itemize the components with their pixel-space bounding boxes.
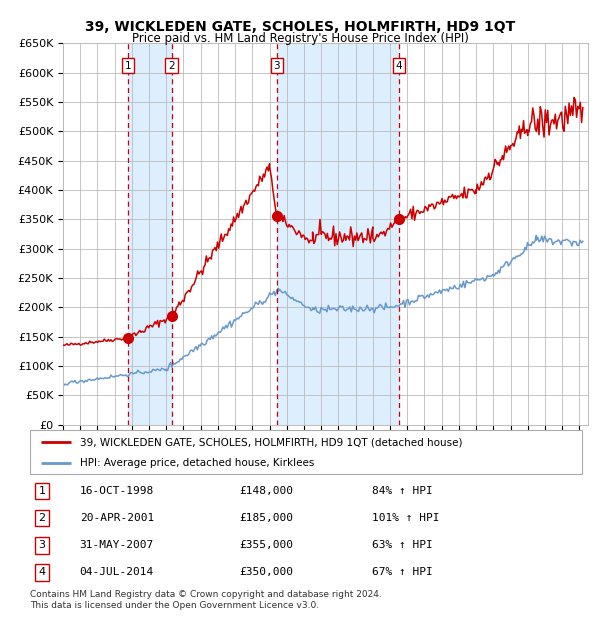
Bar xyxy=(277,43,399,425)
FancyBboxPatch shape xyxy=(30,430,582,474)
Text: £350,000: £350,000 xyxy=(240,567,294,577)
Text: 2: 2 xyxy=(38,513,46,523)
Text: 39, WICKLEDEN GATE, SCHOLES, HOLMFIRTH, HD9 1QT: 39, WICKLEDEN GATE, SCHOLES, HOLMFIRTH, … xyxy=(85,20,515,34)
Text: 04-JUL-2014: 04-JUL-2014 xyxy=(80,567,154,577)
Text: 1: 1 xyxy=(125,61,131,71)
Text: 84% ↑ HPI: 84% ↑ HPI xyxy=(372,486,433,496)
Text: 3: 3 xyxy=(38,540,46,550)
Text: 101% ↑ HPI: 101% ↑ HPI xyxy=(372,513,440,523)
Text: £148,000: £148,000 xyxy=(240,486,294,496)
Text: 2: 2 xyxy=(169,61,175,71)
Text: 4: 4 xyxy=(38,567,46,577)
Text: 16-OCT-1998: 16-OCT-1998 xyxy=(80,486,154,496)
Bar xyxy=(128,43,172,425)
Text: 63% ↑ HPI: 63% ↑ HPI xyxy=(372,540,433,550)
Text: 67% ↑ HPI: 67% ↑ HPI xyxy=(372,567,433,577)
Text: 39, WICKLEDEN GATE, SCHOLES, HOLMFIRTH, HD9 1QT (detached house): 39, WICKLEDEN GATE, SCHOLES, HOLMFIRTH, … xyxy=(80,437,462,447)
Text: Contains HM Land Registry data © Crown copyright and database right 2024.
This d: Contains HM Land Registry data © Crown c… xyxy=(30,590,382,609)
Text: 20-APR-2001: 20-APR-2001 xyxy=(80,513,154,523)
Text: 31-MAY-2007: 31-MAY-2007 xyxy=(80,540,154,550)
Text: £185,000: £185,000 xyxy=(240,513,294,523)
Text: Price paid vs. HM Land Registry's House Price Index (HPI): Price paid vs. HM Land Registry's House … xyxy=(131,32,469,45)
Text: £355,000: £355,000 xyxy=(240,540,294,550)
Text: 3: 3 xyxy=(274,61,280,71)
Text: 4: 4 xyxy=(395,61,402,71)
Text: HPI: Average price, detached house, Kirklees: HPI: Average price, detached house, Kirk… xyxy=(80,458,314,468)
Text: 1: 1 xyxy=(38,486,46,496)
